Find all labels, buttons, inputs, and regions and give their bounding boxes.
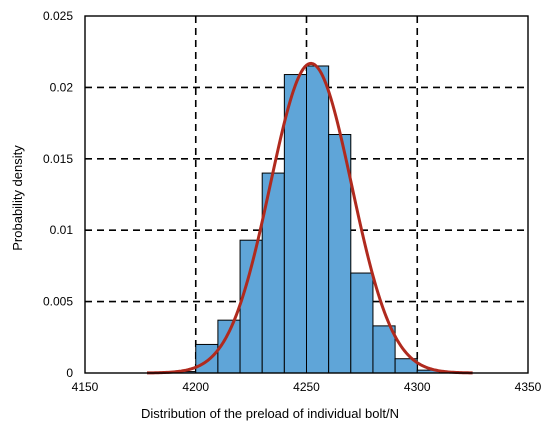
y-axis-label: Probability density: [10, 145, 25, 251]
x-tick-label: 4150: [72, 380, 99, 394]
density-curve-group: [147, 61, 473, 375]
y-tick-label: 0.005: [43, 295, 73, 309]
y-tick-label: 0.01: [50, 223, 74, 237]
y-tick-label: 0.015: [43, 152, 73, 166]
plot-frame: [84, 15, 529, 374]
y-tick-label: 0.025: [43, 9, 73, 23]
histogram-bar: [306, 65, 330, 374]
x-axis-label: Distribution of the preload of individua…: [141, 406, 399, 421]
histogram-bar: [239, 239, 263, 374]
histogram-bars: [173, 65, 440, 374]
histogram-bar: [195, 343, 219, 374]
x-tick-label: 4250: [293, 380, 320, 394]
y-tick-label: 0.02: [50, 80, 74, 94]
x-tick-label: 4200: [182, 380, 209, 394]
histogram-bar: [283, 74, 308, 374]
x-tick-labels: 4150 4200 4250 4300 4350: [72, 380, 542, 394]
x-tick-label: 4300: [404, 380, 431, 394]
histogram-bar: [350, 272, 374, 374]
y-tick-label: 0: [66, 366, 73, 380]
density-curve: [147, 61, 473, 375]
x-tick-label: 4350: [515, 380, 542, 394]
y-tick-labels: 0 0.005 0.01 0.015 0.02 0.025: [43, 9, 73, 380]
